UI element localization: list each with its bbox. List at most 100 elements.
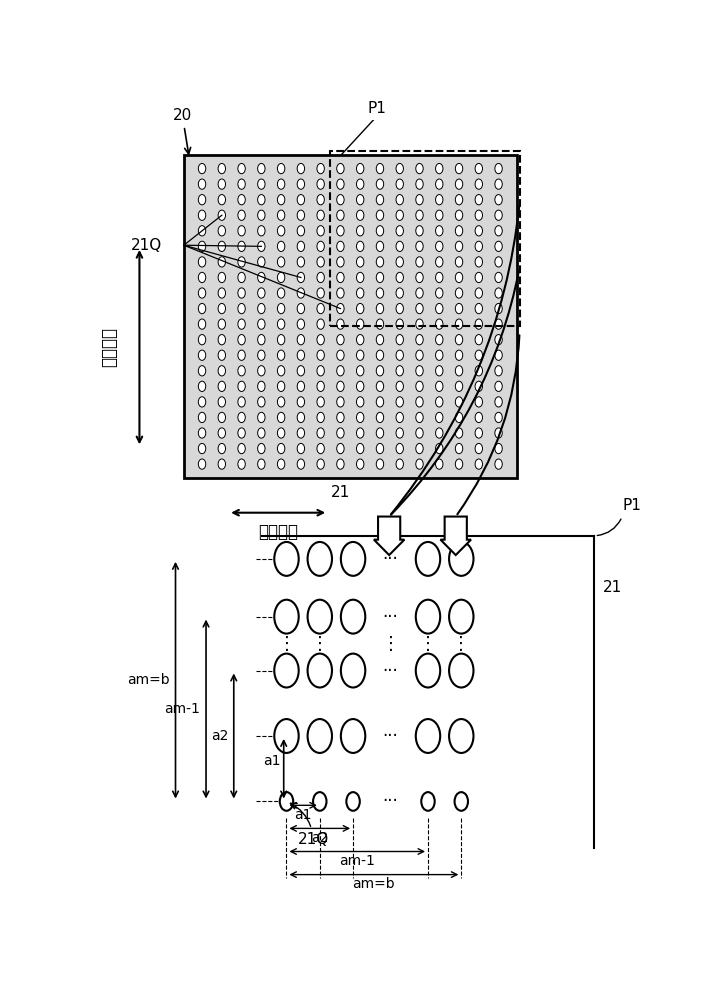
Circle shape <box>337 226 344 236</box>
Circle shape <box>455 195 463 205</box>
Circle shape <box>218 459 226 469</box>
Circle shape <box>416 397 423 407</box>
Text: P1: P1 <box>622 498 641 513</box>
Circle shape <box>495 350 502 360</box>
Circle shape <box>475 335 483 345</box>
Circle shape <box>435 179 443 189</box>
Circle shape <box>297 412 304 423</box>
Circle shape <box>357 226 364 236</box>
Text: 21Q: 21Q <box>291 803 329 847</box>
Circle shape <box>277 257 285 267</box>
Circle shape <box>357 366 364 376</box>
Circle shape <box>376 272 384 283</box>
Circle shape <box>277 366 285 376</box>
Circle shape <box>376 288 384 298</box>
Circle shape <box>198 163 205 174</box>
Circle shape <box>218 366 226 376</box>
Circle shape <box>258 428 265 438</box>
Circle shape <box>258 350 265 360</box>
Circle shape <box>435 443 443 454</box>
Circle shape <box>357 459 364 469</box>
Circle shape <box>198 272 205 283</box>
Circle shape <box>238 272 246 283</box>
Circle shape <box>297 272 304 283</box>
Circle shape <box>416 257 423 267</box>
Circle shape <box>475 366 483 376</box>
Circle shape <box>198 443 205 454</box>
Circle shape <box>416 542 440 576</box>
Circle shape <box>198 288 205 298</box>
Circle shape <box>435 288 443 298</box>
Circle shape <box>455 303 463 314</box>
Circle shape <box>258 381 265 391</box>
Circle shape <box>357 288 364 298</box>
Circle shape <box>238 366 246 376</box>
Circle shape <box>198 428 205 438</box>
Circle shape <box>238 428 246 438</box>
Circle shape <box>258 303 265 314</box>
Text: am-1: am-1 <box>339 854 375 868</box>
Circle shape <box>495 179 502 189</box>
Text: 21: 21 <box>603 580 622 595</box>
Circle shape <box>396 257 403 267</box>
Circle shape <box>317 443 324 454</box>
Circle shape <box>238 163 246 174</box>
Circle shape <box>317 288 324 298</box>
Circle shape <box>297 350 304 360</box>
Circle shape <box>416 241 423 251</box>
Circle shape <box>416 272 423 283</box>
Circle shape <box>317 226 324 236</box>
Circle shape <box>277 179 285 189</box>
Circle shape <box>341 719 365 753</box>
Circle shape <box>475 443 483 454</box>
Circle shape <box>455 257 463 267</box>
Text: ⋮: ⋮ <box>453 635 470 653</box>
Circle shape <box>357 195 364 205</box>
Circle shape <box>297 381 304 391</box>
Circle shape <box>317 272 324 283</box>
Circle shape <box>277 335 285 345</box>
Circle shape <box>376 459 384 469</box>
Circle shape <box>376 226 384 236</box>
Circle shape <box>416 163 423 174</box>
Circle shape <box>376 397 384 407</box>
Circle shape <box>357 335 364 345</box>
Circle shape <box>449 542 473 576</box>
Circle shape <box>376 412 384 423</box>
Circle shape <box>396 226 403 236</box>
Circle shape <box>277 241 285 251</box>
Circle shape <box>449 654 473 687</box>
Circle shape <box>274 600 299 634</box>
Circle shape <box>258 443 265 454</box>
Circle shape <box>495 459 502 469</box>
Circle shape <box>357 241 364 251</box>
Circle shape <box>495 319 502 329</box>
Circle shape <box>238 412 246 423</box>
Circle shape <box>218 381 226 391</box>
Circle shape <box>475 303 483 314</box>
Circle shape <box>495 195 502 205</box>
Bar <box>184 155 517 478</box>
Circle shape <box>475 381 483 391</box>
Text: ···: ··· <box>382 792 398 810</box>
Circle shape <box>277 319 285 329</box>
Circle shape <box>475 179 483 189</box>
Circle shape <box>376 210 384 220</box>
Circle shape <box>337 195 344 205</box>
Circle shape <box>475 412 483 423</box>
Circle shape <box>277 381 285 391</box>
Circle shape <box>198 412 205 423</box>
Circle shape <box>396 319 403 329</box>
Circle shape <box>277 459 285 469</box>
Circle shape <box>376 257 384 267</box>
Circle shape <box>435 195 443 205</box>
Circle shape <box>416 412 423 423</box>
Circle shape <box>218 226 226 236</box>
Circle shape <box>396 428 403 438</box>
Circle shape <box>495 241 502 251</box>
Circle shape <box>416 654 440 687</box>
Circle shape <box>495 397 502 407</box>
Circle shape <box>495 381 502 391</box>
Circle shape <box>258 412 265 423</box>
Circle shape <box>317 335 324 345</box>
